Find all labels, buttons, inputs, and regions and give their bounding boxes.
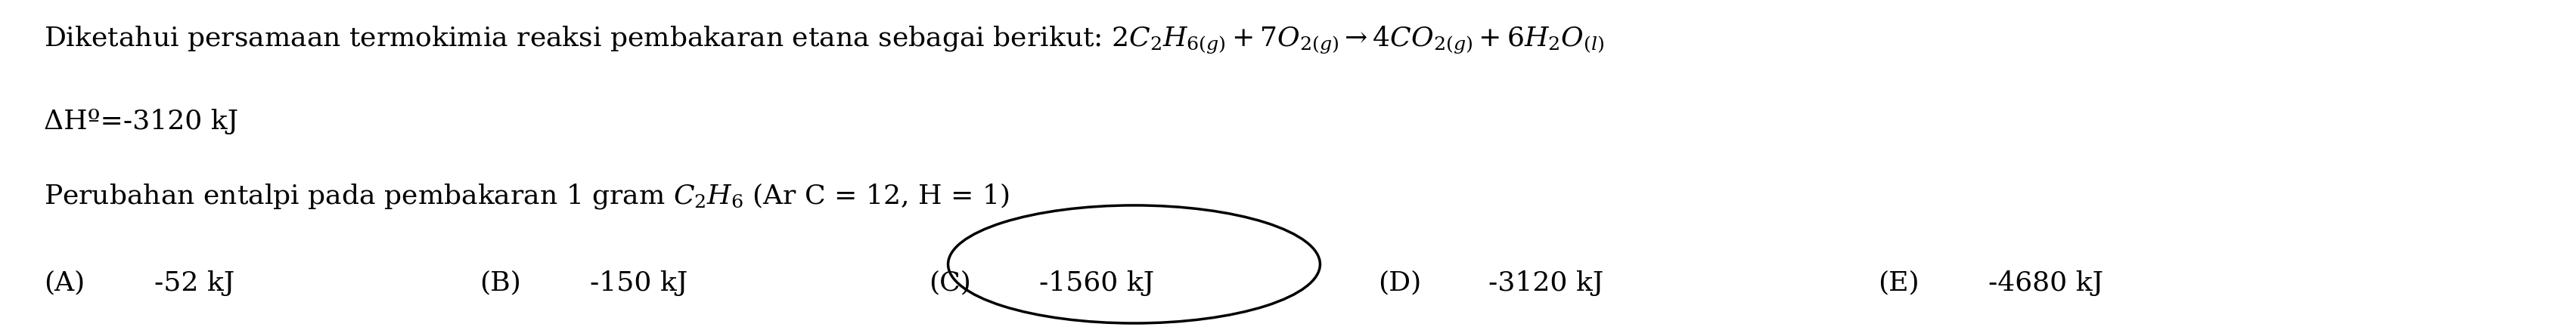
Text: -1560 kJ: -1560 kJ [1038, 270, 1154, 296]
Text: (A): (A) [44, 270, 85, 296]
Text: -3120 kJ: -3120 kJ [1489, 270, 1602, 296]
Text: (C): (C) [930, 270, 971, 296]
Text: -150 kJ: -150 kJ [590, 270, 688, 296]
Text: (B): (B) [479, 270, 520, 296]
Text: ΔHº=-3120 kJ: ΔHº=-3120 kJ [44, 109, 237, 135]
Text: (D): (D) [1378, 270, 1422, 296]
Text: Perubahan entalpi pada pembakaran 1 gram $C_2H_6$ (Ar C = 12, H = 1): Perubahan entalpi pada pembakaran 1 gram… [44, 181, 1010, 211]
Text: Diketahui persamaan termokimia reaksi pembakaran etana sebagai berikut: $2C_2H_{: Diketahui persamaan termokimia reaksi pe… [44, 24, 1605, 55]
Text: -52 kJ: -52 kJ [155, 270, 234, 296]
Text: (E): (E) [1878, 270, 1919, 296]
Text: -4680 kJ: -4680 kJ [1989, 270, 2105, 296]
